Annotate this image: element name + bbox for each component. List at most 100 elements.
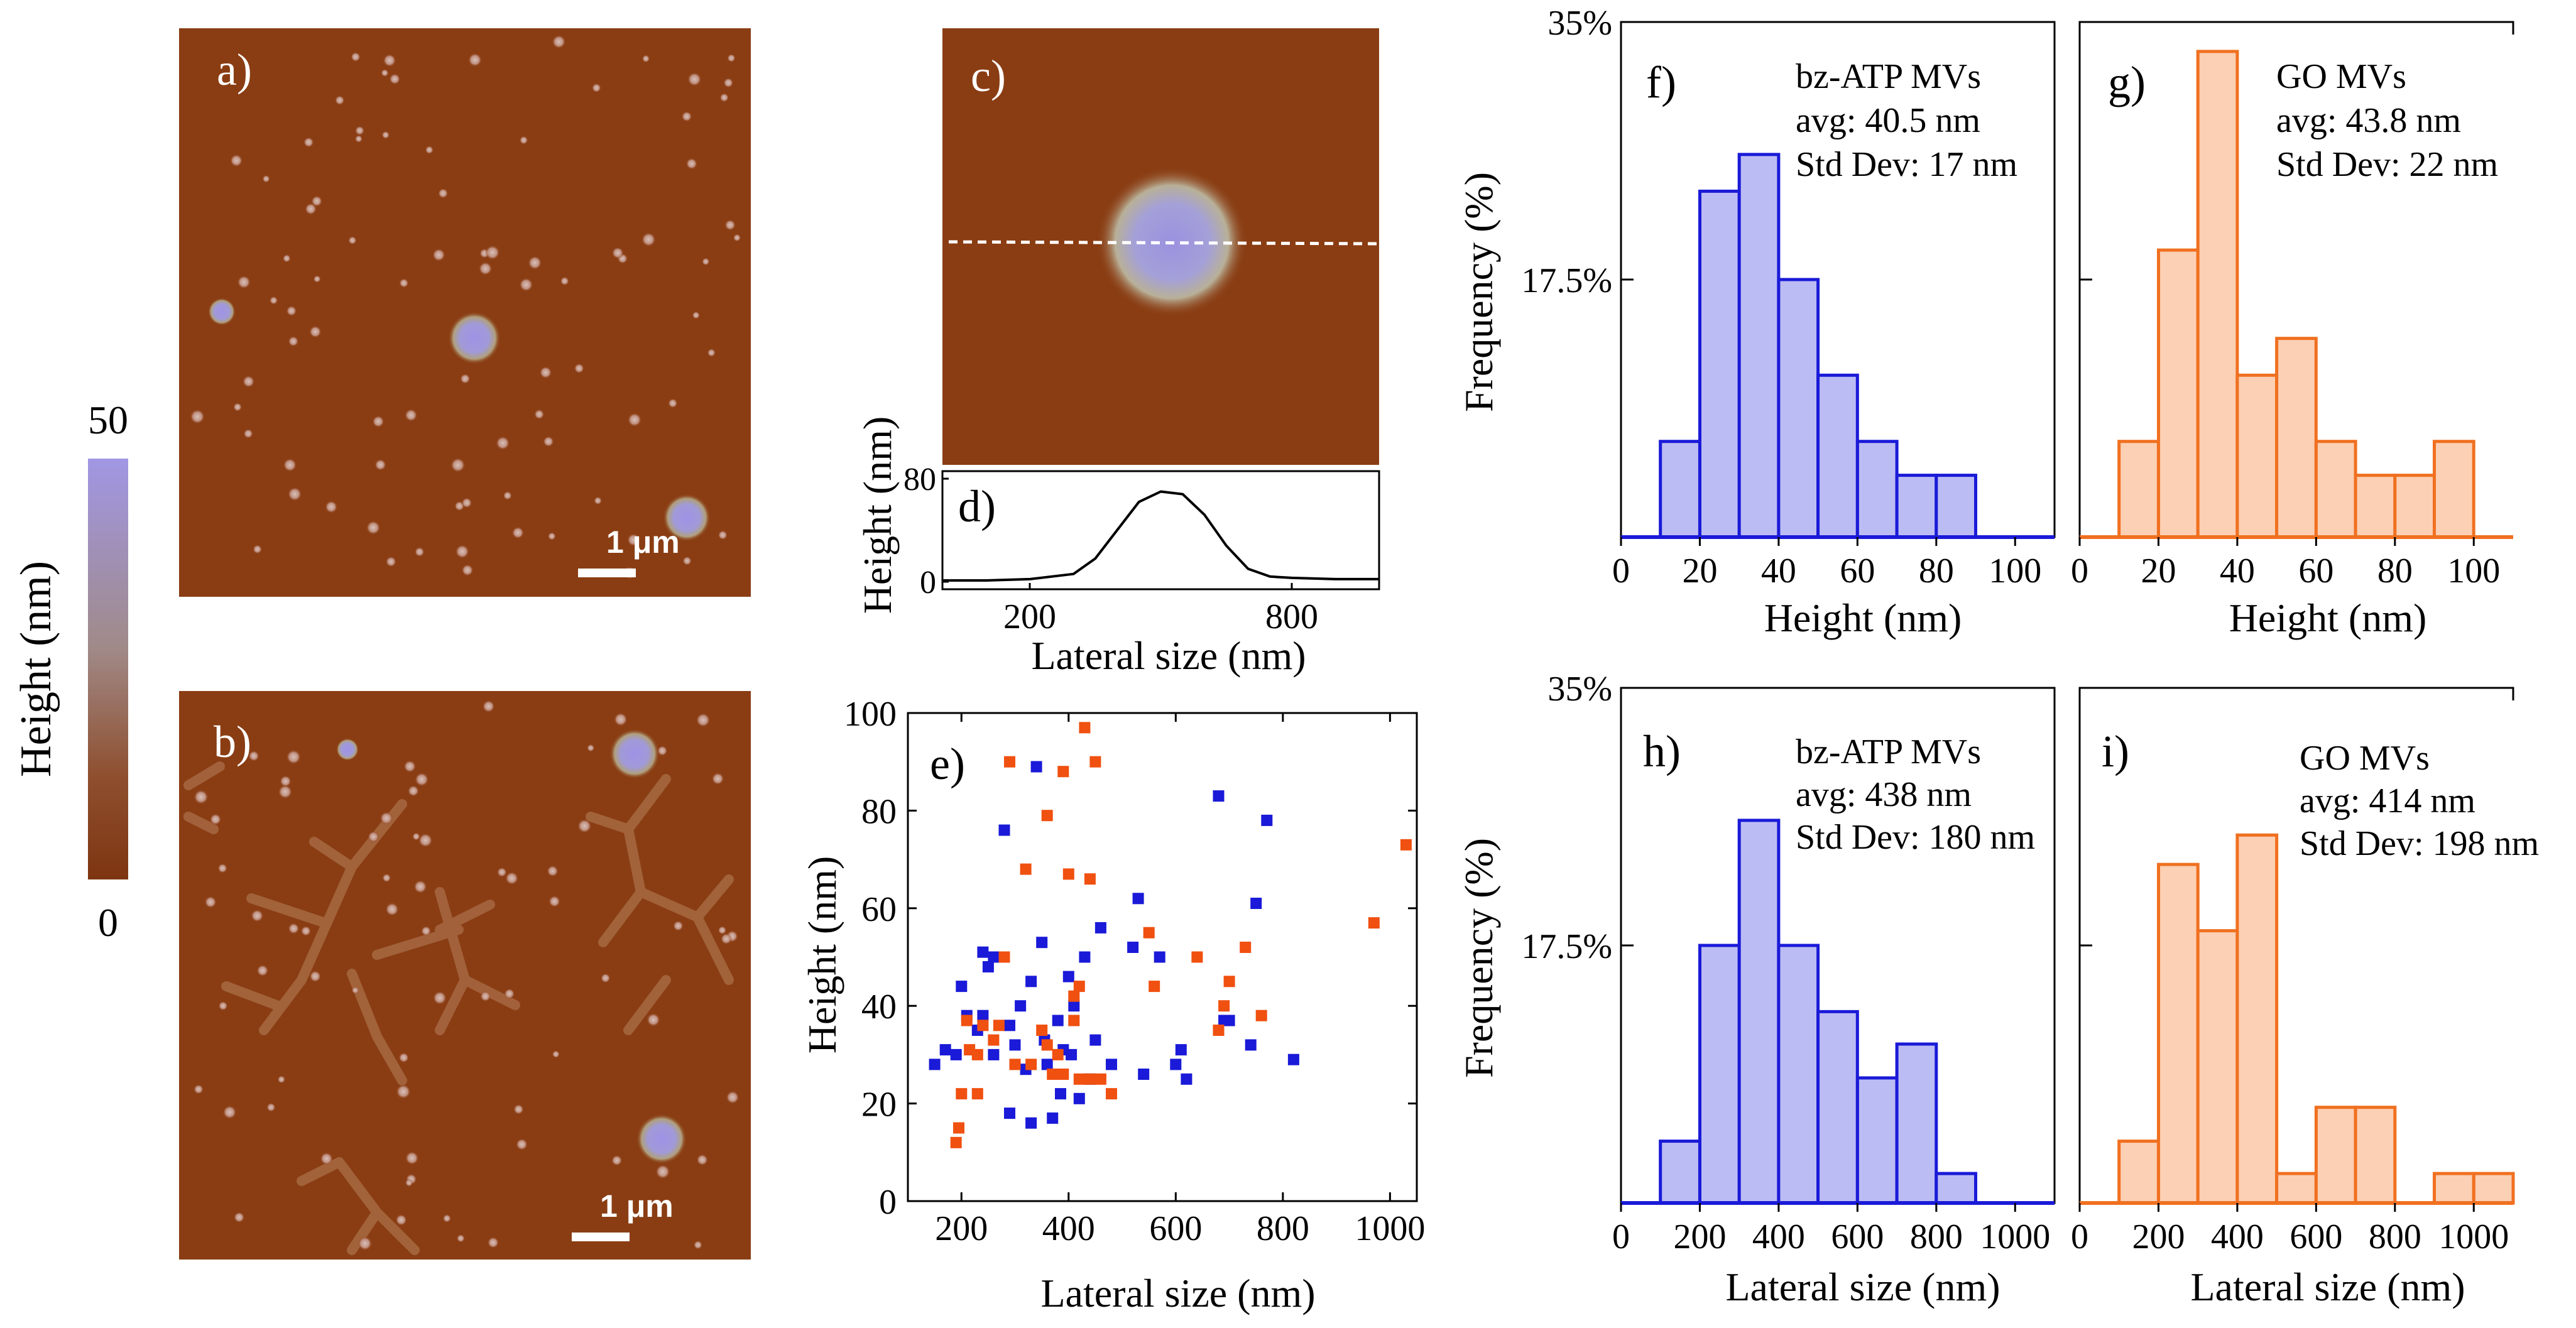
scatter-point (982, 961, 994, 972)
afm-dot (611, 247, 624, 259)
afm-dot (288, 923, 300, 935)
afm-dot (190, 409, 205, 425)
afm-dot (547, 865, 559, 877)
x-tick-label: 800 (1257, 1209, 1309, 1248)
afm-dot (300, 925, 312, 937)
afm-dot (313, 275, 321, 283)
scatter-point (1073, 981, 1085, 993)
annotation-line-3: Std Dev: 17 nm (1796, 145, 2017, 184)
scatter-point (1223, 1015, 1235, 1026)
x-tick-label: 200 (935, 1209, 988, 1248)
histogram-bar (1777, 278, 1820, 539)
afm-image-c: c) (942, 28, 1380, 465)
annotation-line-1: GO MVs (2276, 57, 2406, 96)
x-axis-label: Lateral size (nm) (1031, 633, 1306, 678)
afm-dot (286, 305, 297, 317)
x-tick-label: 400 (1042, 1209, 1095, 1248)
afm-dot (389, 73, 401, 85)
afm-dot (685, 158, 698, 170)
histogram-bar (2117, 1140, 2160, 1205)
afm-dot (438, 188, 449, 199)
afm-dot (668, 398, 678, 408)
scatter-point (988, 951, 1000, 963)
x-tick-label: 0 (2071, 552, 2088, 591)
afm-dot (418, 833, 433, 848)
scatter-point (1020, 863, 1032, 875)
afm-dot (379, 812, 393, 825)
afm-dot (641, 232, 656, 247)
y-tick-label: 0 (879, 1183, 897, 1222)
x-axis-label: Height (nm) (2229, 596, 2427, 640)
afm-dot (414, 547, 425, 557)
afm-dot (309, 970, 322, 982)
afm-dot (287, 487, 302, 501)
afm-dot (442, 1214, 451, 1223)
scatter-point (1009, 1059, 1021, 1070)
afm-image-a: a) 1 μm (179, 28, 751, 597)
annotation-line-1: bz-ATP MVs (1796, 57, 1981, 96)
scatter-point (977, 946, 989, 958)
scatter-point (1062, 868, 1074, 880)
x-tick-label: 60 (1840, 552, 1875, 591)
histogram-bar (1659, 1140, 1701, 1205)
afm-dot (496, 867, 507, 878)
afm-dot (277, 1075, 286, 1084)
afm-dot (547, 532, 556, 541)
histogram-bar (1935, 1172, 1978, 1205)
afm-dot (415, 772, 429, 787)
scatter-point (1068, 1015, 1080, 1026)
scatter-point (929, 1059, 941, 1070)
x-tick-label: 400 (2211, 1217, 2264, 1256)
x-tick-label: 20 (2141, 552, 2176, 591)
x-tick-label: 1000 (1355, 1209, 1425, 1248)
scatter-point (1149, 981, 1160, 993)
y-tick-label: 80 (861, 792, 897, 831)
scatter-point (1084, 1073, 1096, 1085)
afm-dot (233, 1212, 245, 1223)
annotation-line-1: bz-ATP MVs (1796, 732, 1981, 771)
afm-dot (382, 873, 391, 883)
scatter-point (939, 1044, 951, 1056)
afm-dot (718, 530, 728, 540)
afm-dot (385, 556, 396, 567)
histogram-bar (2314, 1106, 2357, 1205)
scatter-point (1062, 971, 1074, 982)
afm-dot (519, 136, 528, 144)
afm-dot (242, 375, 255, 388)
scatter-point (1368, 917, 1380, 929)
afm-dot (611, 1155, 623, 1166)
afm-dot (577, 819, 592, 834)
scatter-point (1009, 1039, 1021, 1051)
scatter-point (1175, 1044, 1187, 1056)
scatter-point (1089, 1034, 1101, 1046)
afm-dot (266, 1102, 276, 1112)
scatter-point (1036, 937, 1048, 949)
scatter-point (1089, 756, 1101, 768)
afm-dot (204, 896, 217, 908)
dendritic-aggregates (183, 761, 734, 1255)
afm-dot (280, 775, 292, 787)
histogram-bar (2314, 440, 2357, 539)
afm-dot (320, 1152, 333, 1165)
afm-dot (461, 498, 472, 508)
afm-dot (461, 564, 474, 577)
x-tick-label: 0 (2071, 1217, 2088, 1256)
afm-dot (528, 256, 542, 270)
afm-dot (412, 832, 420, 841)
y-axis-label: Frequency (%) (1456, 838, 1501, 1078)
afm-dot (727, 53, 736, 63)
afm-dot (374, 459, 386, 471)
afm-dot (696, 1154, 708, 1166)
afm-dot (460, 373, 471, 384)
scale-bar (572, 1233, 630, 1241)
scatter-point (977, 1010, 989, 1021)
scatter-point (1106, 1088, 1117, 1100)
afm-dot (222, 1105, 237, 1119)
histogram-bar (1935, 474, 1978, 539)
x-tick-label: 80 (2377, 552, 2413, 591)
histogram-f: f) bz-ATP MVs avg: 40.5 nm Std Dev: 17 n… (1456, 4, 2056, 640)
scatter-point (1073, 1073, 1085, 1085)
scatter-point (1047, 1112, 1059, 1124)
scatter-point (1084, 873, 1096, 885)
afm-dot (687, 72, 702, 87)
